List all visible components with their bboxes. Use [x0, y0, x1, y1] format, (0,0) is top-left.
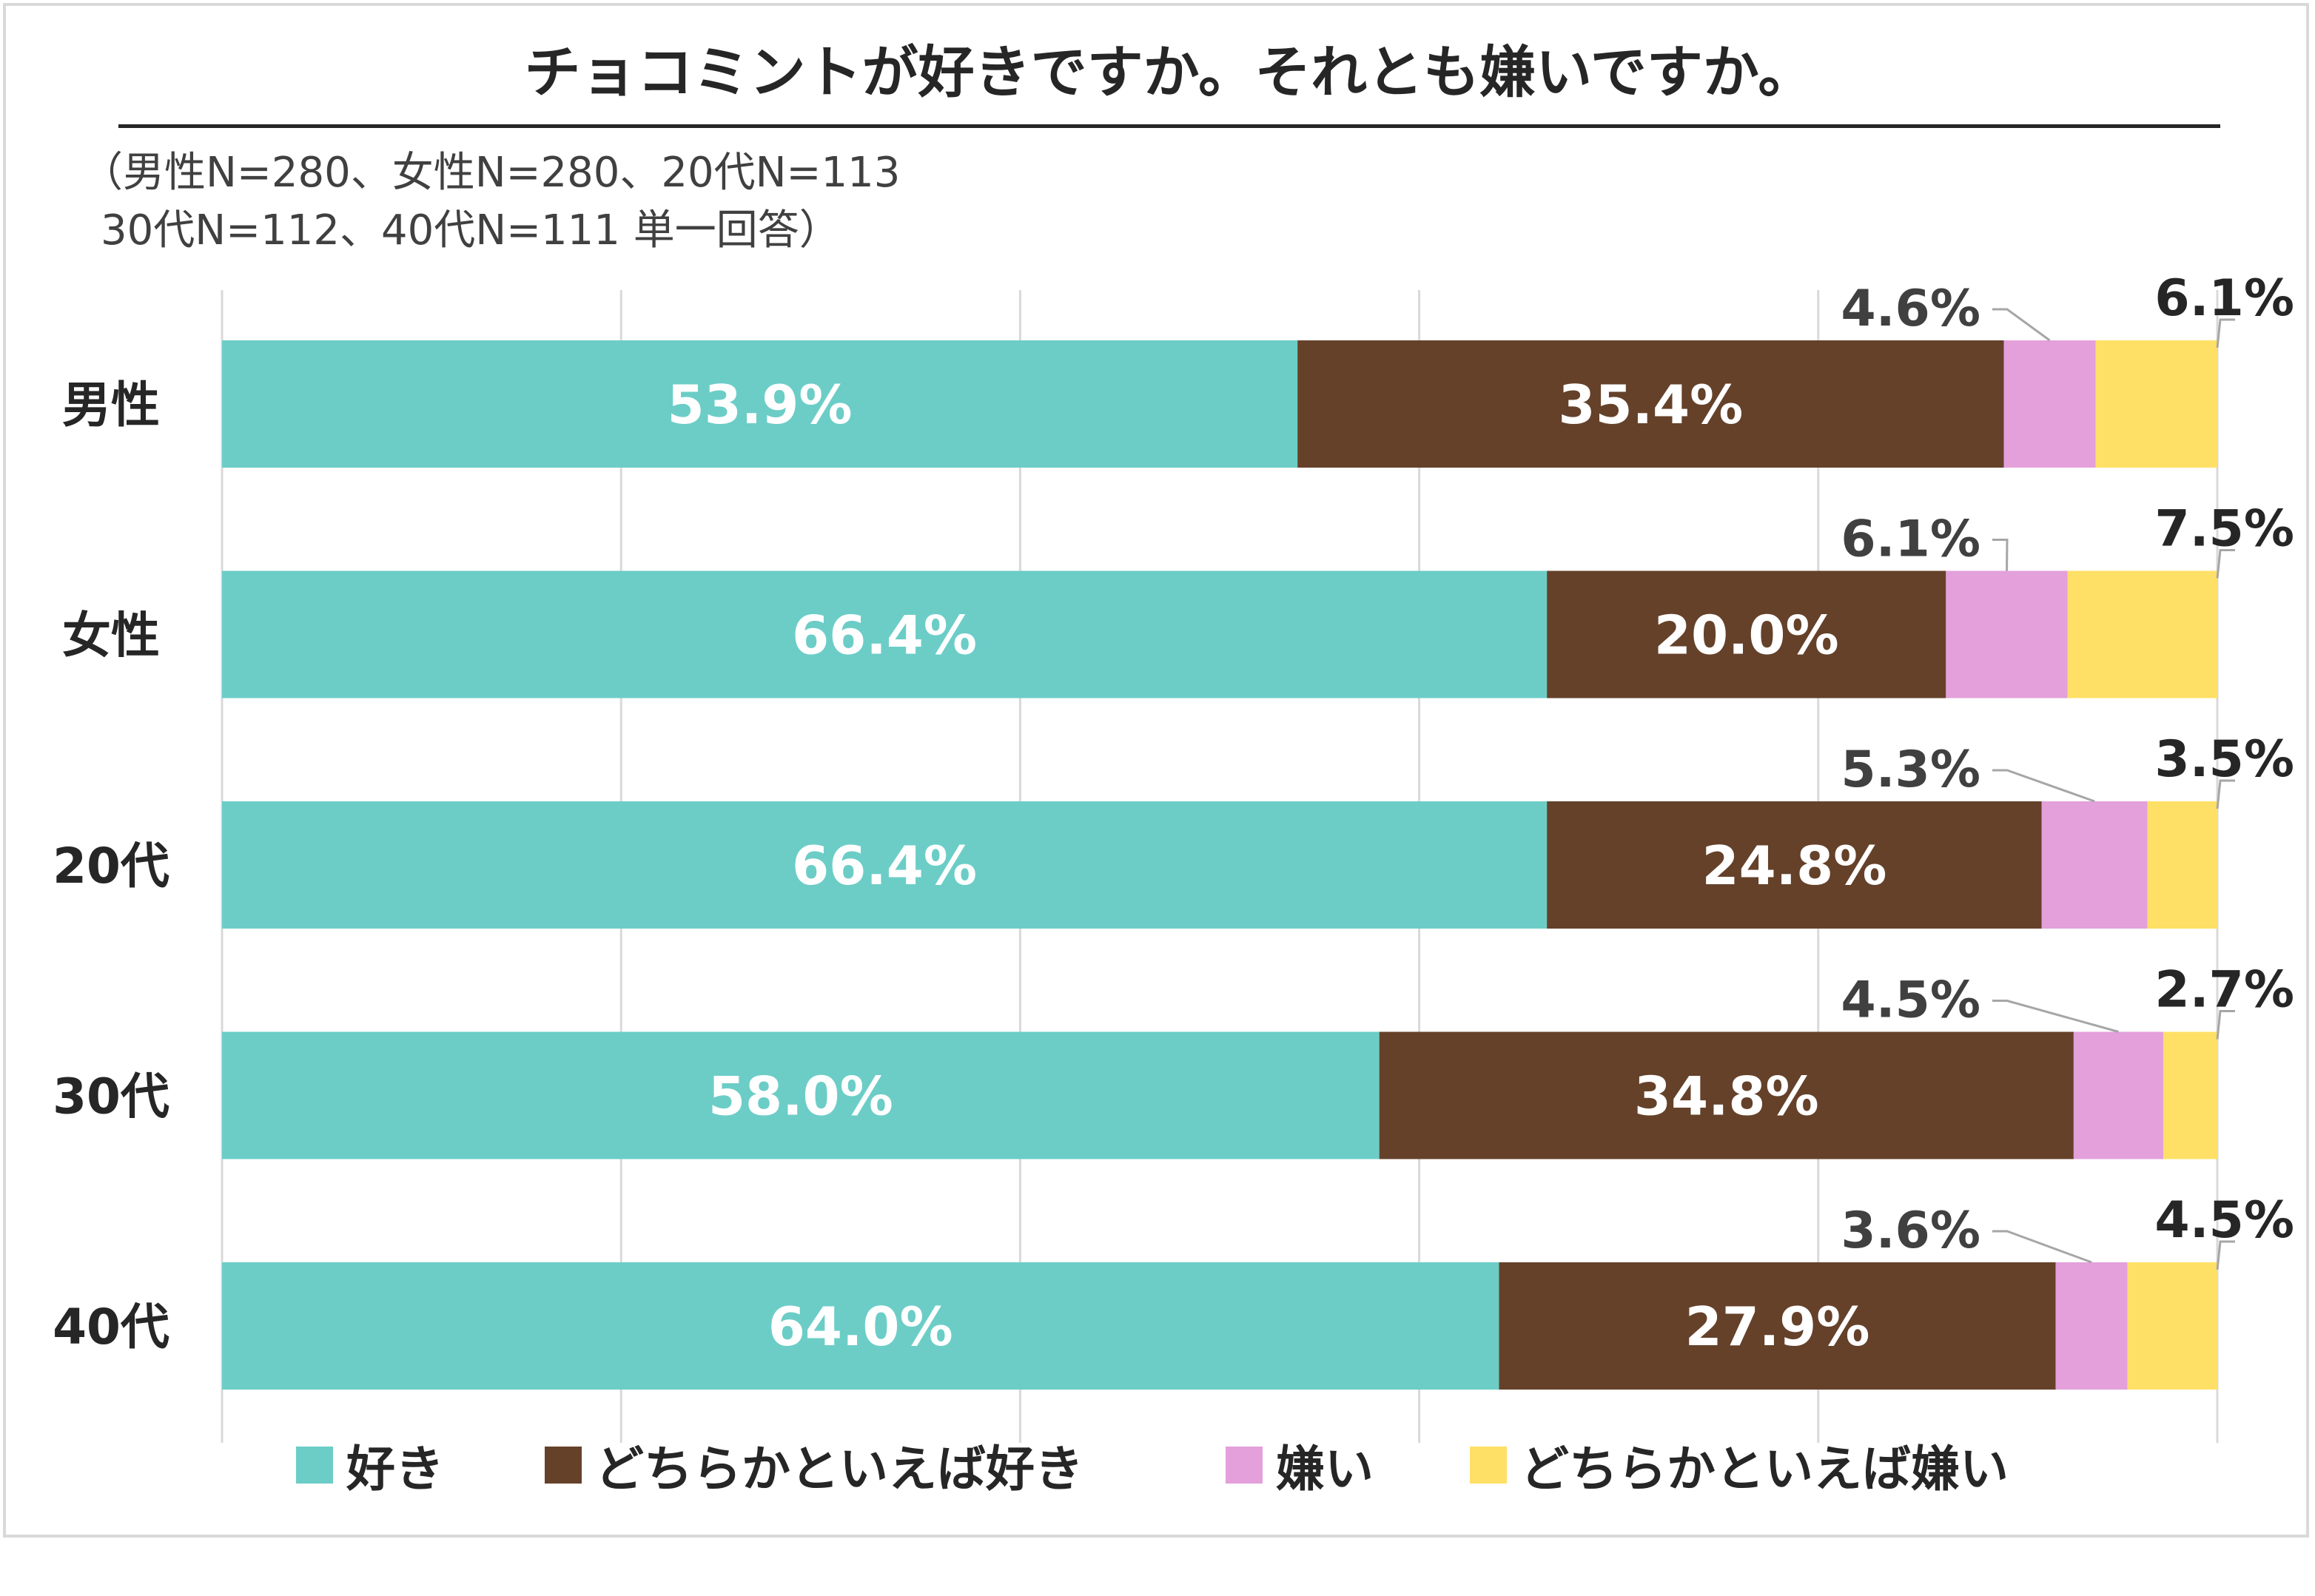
- leader-line-4-series-2: [1992, 1230, 2092, 1264]
- legend-swatch-1: [545, 1447, 582, 1484]
- legend-swatch-3: [1470, 1447, 1507, 1484]
- legend-item-1: どちらかといえば好き: [545, 1435, 1083, 1498]
- data-label-4-series-1: 27.9%: [1685, 1296, 1870, 1358]
- legend-label-1: どちらかといえば好き: [595, 1441, 1083, 1498]
- legend-label-3: どちらかといえば嫌い: [1520, 1441, 2009, 1498]
- legend-swatch-2: [1226, 1447, 1263, 1484]
- data-label-4-series-2: 3.6%: [1841, 1202, 1980, 1260]
- data-label-2-series-2: 5.3%: [1841, 741, 1980, 799]
- bar-3-series-0: [222, 1031, 1380, 1159]
- bar-1-series-3: [2067, 570, 2217, 698]
- legend-label-0: 好き: [346, 1441, 444, 1498]
- bar-2-series-1: [1547, 801, 2042, 929]
- bar-1-series-1: [1547, 570, 1946, 698]
- legend-item-2: 嫌い: [1226, 1435, 1374, 1498]
- data-label-1-series-1: 20.0%: [1654, 605, 1839, 667]
- chart-title: チョコミントが好きですか。それとも嫌いですか。: [524, 39, 1815, 105]
- title-underline: [118, 124, 2220, 128]
- legend-swatch-0: [296, 1447, 333, 1484]
- bar-1-series-2: [1946, 570, 2068, 698]
- leader-line-4-series-3: [2216, 1240, 2235, 1270]
- category-label-3: 30代: [53, 1068, 169, 1125]
- data-label-4-series-0: 64.0%: [768, 1296, 953, 1358]
- category-label-2: 20代: [53, 838, 169, 895]
- data-label-3-series-2: 4.5%: [1841, 972, 1980, 1030]
- data-label-1-series-0: 66.4%: [792, 605, 977, 667]
- bar-0-series-3: [2095, 340, 2217, 468]
- data-label-3-series-1: 34.8%: [1634, 1065, 1819, 1128]
- bar-3-series-3: [2163, 1031, 2217, 1159]
- data-label-0-series-3: 6.1%: [2154, 269, 2294, 328]
- bar-2-series-3: [2147, 801, 2217, 929]
- data-label-2-series-1: 24.8%: [1702, 835, 1887, 897]
- leader-line-1-series-2: [1992, 539, 2009, 571]
- category-label-4: 40代: [53, 1299, 169, 1356]
- leader-line-3-series-2: [1992, 1000, 2119, 1033]
- category-label-0: 男性: [62, 377, 160, 434]
- data-label-4-series-3: 4.5%: [2154, 1191, 2294, 1250]
- data-label-3-series-0: 58.0%: [708, 1065, 893, 1128]
- data-label-0-series-0: 53.9%: [668, 374, 853, 436]
- data-label-2-series-3: 3.5%: [2154, 730, 2294, 789]
- bar-0-series-2: [2003, 340, 2096, 468]
- data-label-0-series-1: 35.4%: [1558, 374, 1743, 436]
- bar-3-series-1: [1379, 1031, 2074, 1159]
- bar-4-series-2: [2055, 1262, 2128, 1390]
- data-label-1-series-2: 6.1%: [1841, 511, 1980, 569]
- bar-4-series-0: [222, 1262, 1499, 1390]
- leader-line-0-series-2: [1992, 308, 2051, 342]
- data-label-3-series-3: 2.7%: [2154, 961, 2294, 1020]
- leader-line-2-series-2: [1992, 769, 2095, 803]
- leader-line-3-series-3: [2216, 1010, 2235, 1040]
- bar-2-series-2: [2041, 801, 2148, 929]
- legend-item-0: 好き: [296, 1435, 444, 1498]
- leader-line-1-series-3: [2216, 549, 2235, 579]
- chart-subtitle-line-2: 30代N=112、40代N=111 単一回答）: [101, 206, 841, 255]
- category-label-1: 女性: [62, 607, 160, 664]
- data-label-0-series-2: 4.6%: [1841, 280, 1980, 338]
- legend-item-3: どちらかといえば嫌い: [1470, 1435, 2009, 1498]
- data-label-2-series-0: 66.4%: [792, 835, 977, 897]
- bar-1-series-0: [222, 570, 1548, 698]
- legend-label-2: 嫌い: [1276, 1441, 1374, 1498]
- bar-3-series-2: [2073, 1031, 2164, 1159]
- bar-0-series-1: [1297, 340, 2004, 468]
- bar-4-series-1: [1499, 1262, 2056, 1390]
- data-label-1-series-3: 7.5%: [2154, 500, 2294, 559]
- bar-4-series-3: [2127, 1262, 2217, 1390]
- bar-0-series-0: [222, 340, 1298, 468]
- chart-subtitle-line-1: （男性N=280、女性N=280、20代N=113: [81, 149, 901, 197]
- leader-line-0-series-3: [2216, 318, 2235, 349]
- leader-line-2-series-3: [2216, 779, 2235, 809]
- bar-2-series-0: [222, 801, 1548, 929]
